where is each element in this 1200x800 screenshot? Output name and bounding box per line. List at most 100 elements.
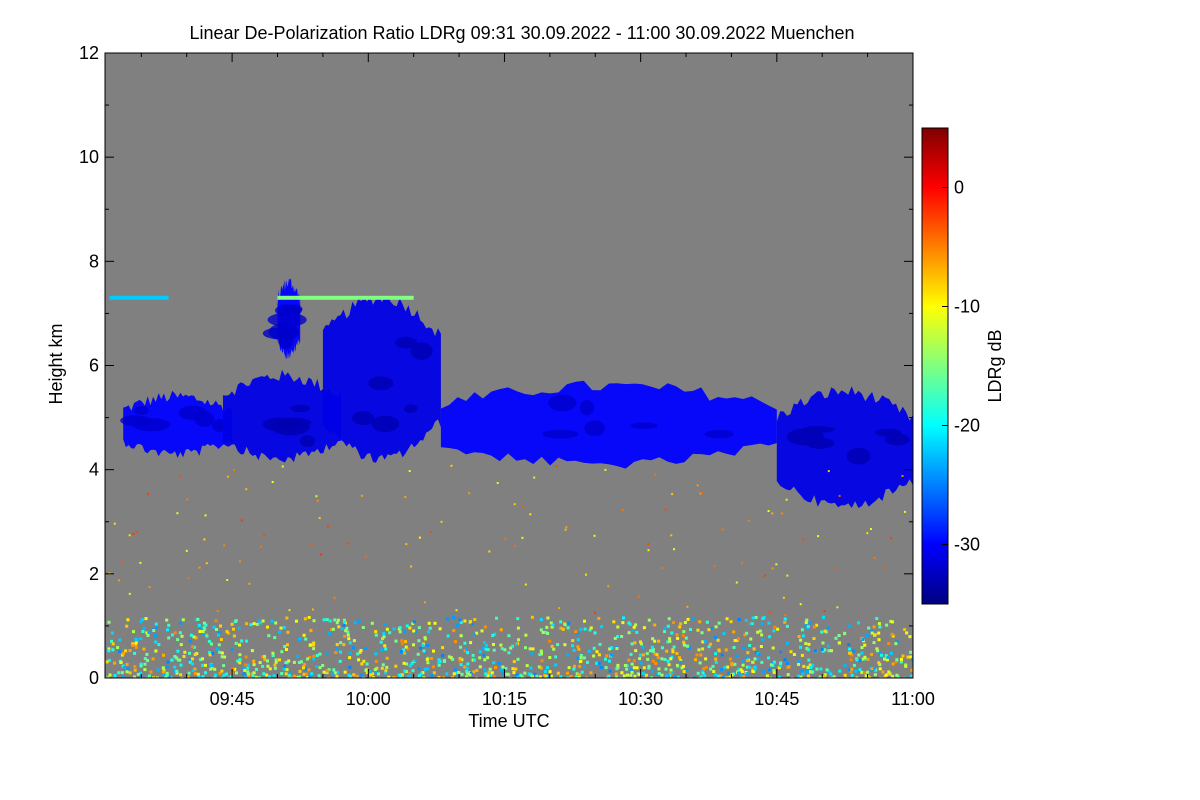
noise-pixel [125,662,129,666]
noise-pixel [671,650,675,654]
noise-pixel [546,666,549,670]
noise-pixel [864,674,868,678]
noise-pixel [848,651,851,655]
noise-pixel [762,670,766,674]
cirrus-upper-fragment-streak [267,312,307,327]
noise-pixel [737,667,741,671]
y-tick-label: 2 [89,564,99,584]
noise-pixel [660,646,664,650]
noise-pixel [566,676,570,678]
noise-pixel [593,631,597,635]
noise-pixel [740,670,744,674]
noise-pixel [133,665,137,669]
noise-pixel [887,642,891,646]
speckle-pixel [204,514,207,517]
noise-pixel [866,670,870,674]
noise-pixel [347,673,351,677]
noise-pixel [278,658,281,662]
noise-pixel [232,627,235,631]
noise-pixel [421,643,425,647]
speckle-pixel [661,567,664,570]
noise-pixel [279,626,283,630]
noise-pixel [208,651,211,654]
noise-pixel [863,657,867,661]
noise-pixel [632,659,636,663]
noise-pixel [891,662,895,666]
noise-pixel [133,675,136,678]
noise-pixel [149,670,153,674]
noise-pixel [760,660,764,664]
noise-pixel [579,654,583,657]
noise-pixel [682,630,686,634]
speckle-pixel [529,513,532,516]
noise-pixel [113,674,117,677]
noise-pixel [772,660,776,664]
noise-pixel [499,643,503,647]
noise-pixel [282,667,286,671]
noise-pixel [170,633,174,637]
noise-pixel [732,630,736,634]
speckle-pixel [901,475,904,477]
noise-pixel [829,672,833,676]
noise-pixel [701,647,705,651]
noise-pixel [142,647,146,651]
noise-pixel [230,647,234,651]
noise-pixel [537,665,541,669]
noise-pixel [615,667,619,671]
noise-pixel [484,676,488,678]
noise-pixel [806,666,810,669]
noise-pixel [359,649,363,652]
supercooled-layer-7km [109,295,169,300]
noise-pixel [696,671,700,675]
noise-pixel [753,667,757,671]
noise-pixel [904,663,908,667]
noise-pixel [107,659,111,662]
noise-pixel [397,673,401,677]
noise-pixel [604,657,607,661]
noise-pixel [213,667,217,671]
noise-pixel [492,643,495,646]
noise-pixel [261,664,265,668]
speckle-pixel [113,522,116,525]
speckle-pixel [647,549,650,552]
noise-pixel [312,643,315,647]
cirrus-main-body-streak [371,415,400,433]
noise-pixel [620,671,624,675]
noise-pixel [250,672,254,676]
noise-pixel [559,675,563,678]
noise-pixel [154,649,158,653]
noise-pixel [141,630,145,633]
noise-pixel [582,656,586,660]
x-tick-label: 09:45 [210,689,255,709]
noise-pixel [257,619,261,623]
noise-pixel [616,663,620,667]
noise-pixel [139,675,143,678]
speckle-pixel [450,464,453,467]
noise-pixel [296,654,300,658]
noise-pixel [811,663,815,667]
noise-pixel [263,657,267,661]
noise-pixel [868,676,872,678]
noise-pixel [707,645,711,649]
noise-pixel [220,669,224,673]
noise-pixel [520,675,524,678]
colorbar-ticks: 0 -10 -20 -30 [942,178,980,555]
noise-pixel [580,670,584,674]
speckle-pixel [701,492,704,494]
noise-pixel [463,665,467,669]
noise-pixel [245,639,249,643]
supercooled-layer-7km-b [277,295,414,300]
noise-pixel [714,652,718,656]
noise-pixel [454,668,457,672]
speckle-pixel [185,549,188,552]
noise-pixel [823,629,827,633]
noise-pixel [173,665,177,669]
noise-pixel [382,635,386,639]
noise-pixel [371,676,375,678]
noise-pixel [872,641,876,645]
noise-pixel [539,628,543,632]
noise-pixel [823,673,827,677]
speckle-pixel [128,534,131,537]
noise-pixel [605,654,609,658]
speckle-pixel [817,535,820,538]
